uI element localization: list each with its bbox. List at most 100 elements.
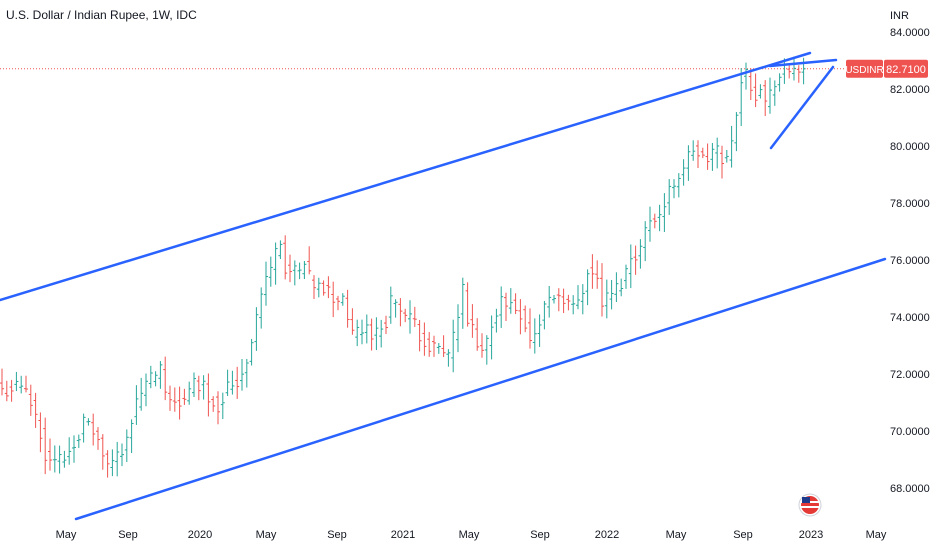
flag-badge[interactable] <box>798 493 822 517</box>
ohlc-bar <box>134 385 139 425</box>
ohlc-bar <box>556 288 561 312</box>
ohlc-bar <box>43 417 48 475</box>
ohlc-bar <box>360 319 364 345</box>
ohlc-bar <box>499 286 504 328</box>
y-tick-label: 84.0000 <box>890 27 930 39</box>
ohlc-bar <box>14 371 19 392</box>
ohlc-bar <box>768 77 772 114</box>
y-tick-label: 76.0000 <box>890 255 930 267</box>
ohlc-bar <box>561 288 566 314</box>
ohlc-bar <box>451 319 456 373</box>
ohlc-bar <box>686 145 691 181</box>
ohlc-bar <box>182 388 187 405</box>
ohlc-bar <box>144 373 148 407</box>
ohlc-bar <box>268 256 273 287</box>
ohlc-bar <box>585 269 590 306</box>
ohlc-bar <box>283 235 288 280</box>
x-tick-label: May <box>56 529 77 541</box>
ohlc-bar <box>120 443 124 467</box>
y-tick-label: 74.0000 <box>890 312 930 324</box>
ohlc-bar <box>172 387 177 412</box>
ohlc-bar <box>494 308 499 333</box>
ohlc-bar <box>264 261 268 306</box>
ohlc-bar <box>384 315 388 335</box>
x-tick-label: May <box>459 529 480 541</box>
ohlc-bar <box>547 285 552 318</box>
ohlc-bar <box>192 372 196 397</box>
ohlc-bar <box>628 244 633 289</box>
ohlc-bar <box>436 343 441 354</box>
ohlc-bar <box>734 112 739 152</box>
symbol-tag: USDINR <box>845 59 884 78</box>
ohlc-bar <box>763 80 768 117</box>
ohlc-bar <box>422 322 427 356</box>
ohlc-bar <box>163 356 168 401</box>
ohlc-bar <box>609 279 614 310</box>
x-tick-label: 2021 <box>391 529 415 541</box>
ohlc-bar <box>153 371 158 387</box>
chart-title: U.S. Dollar / Indian Rupee, 1W, IDC <box>6 8 197 22</box>
ohlc-bar <box>345 289 350 328</box>
ohlc-bar <box>460 277 465 329</box>
ohlc-bar <box>576 285 580 310</box>
ohlc-bar <box>657 204 662 232</box>
ohlc-bar <box>297 262 302 280</box>
ohlc-bar <box>196 375 201 401</box>
ohlc-bar <box>110 449 115 477</box>
ohlc-bar <box>662 193 667 232</box>
ohlc-bar <box>76 434 81 448</box>
ohlc-bar <box>739 68 744 127</box>
ohlc-bar <box>700 147 705 159</box>
ohlc-bar <box>772 80 777 106</box>
ohlc-bar <box>758 84 763 99</box>
ohlc-bar <box>369 318 374 351</box>
ohlc-bar <box>489 315 494 360</box>
ohlc-bar <box>105 450 110 478</box>
ohlc-bar <box>643 221 648 262</box>
ohlc-bar <box>72 435 76 463</box>
ohlc-bar <box>532 318 537 354</box>
ohlc-bar <box>249 338 254 366</box>
x-tick-label: 2023 <box>799 529 823 541</box>
ohlc-bar <box>787 63 792 79</box>
ohlc-bar <box>681 159 686 186</box>
x-tick-label: May <box>866 529 887 541</box>
last-price-tag: 82.7100 <box>884 59 928 78</box>
ohlc-bar <box>33 392 38 428</box>
ohlc-bar <box>24 375 28 393</box>
ohlc-bar <box>590 254 595 289</box>
ohlc-bar <box>648 206 652 242</box>
ohlc-bar <box>633 245 638 275</box>
ohlc-bar <box>619 278 624 297</box>
ohlc-bar <box>513 293 518 315</box>
ohlc-bar <box>748 68 753 101</box>
ohlc-bar <box>4 380 9 402</box>
ohlc-bar <box>676 173 681 198</box>
ohlc-bar <box>220 392 225 420</box>
ohlc-bar <box>316 277 321 298</box>
ohlc-bar <box>710 142 715 171</box>
ohlc-bar <box>432 335 436 357</box>
ohlc-bar <box>244 358 249 388</box>
ohlc-bar <box>364 314 369 344</box>
ohlc-bar <box>374 317 379 351</box>
channel-upper-line[interactable] <box>0 51 812 302</box>
wedge-lower-line[interactable] <box>769 65 835 150</box>
ohlc-bar <box>67 437 72 465</box>
ohlc-bar <box>302 261 307 280</box>
x-tick-label: Sep <box>327 529 347 541</box>
x-tick-label: Sep <box>530 529 550 541</box>
ohlc-bar <box>57 445 62 474</box>
ohlc-bar <box>206 373 211 417</box>
ohlc-bar <box>230 370 235 395</box>
wedge-upper-line[interactable] <box>768 58 838 68</box>
ohlc-bar <box>19 375 24 394</box>
ohlc-bar <box>235 366 240 399</box>
ohlc-bar <box>403 308 408 323</box>
channel-lower-line[interactable] <box>74 257 887 521</box>
ohlc-bar <box>0 368 4 396</box>
ohlc-bar <box>412 306 417 327</box>
ohlc-bar <box>417 319 422 352</box>
ohlc-bar <box>321 280 326 296</box>
